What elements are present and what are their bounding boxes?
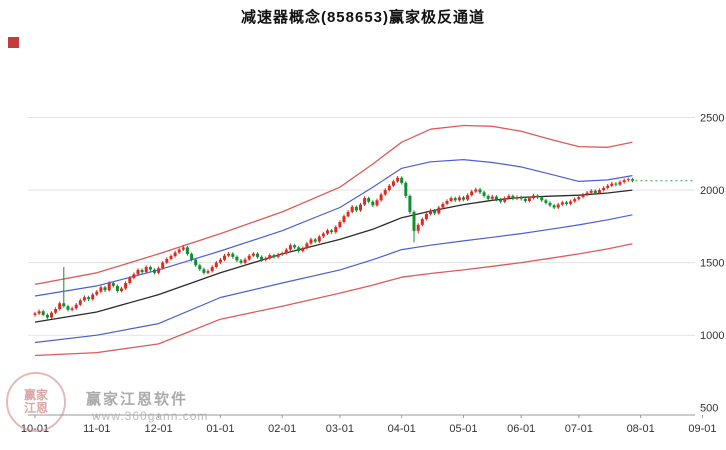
- candlesticks: [33, 176, 634, 320]
- svg-text:500: 500: [700, 403, 718, 415]
- watermark-seal-text-top: 赢家: [23, 388, 48, 402]
- svg-text:11-01: 11-01: [83, 423, 110, 435]
- svg-text:2000: 2000: [700, 185, 724, 197]
- watermark-seal-text-bottom: 江恩: [23, 401, 48, 415]
- svg-text:12-01: 12-01: [145, 423, 173, 435]
- watermark-brand-text: 赢家江恩软件: [86, 391, 189, 408]
- svg-text:03-01: 03-01: [326, 423, 354, 435]
- red-corner-marker: [8, 37, 19, 48]
- svg-text:01-01: 01-01: [206, 423, 234, 435]
- watermark-seal: 赢家 江恩: [6, 372, 66, 432]
- svg-text:04-01: 04-01: [388, 423, 416, 435]
- svg-text:07-01: 07-01: [565, 423, 593, 435]
- svg-text:2500: 2500: [700, 113, 724, 125]
- svg-text:05-01: 05-01: [449, 423, 477, 435]
- svg-text:08-01: 08-01: [627, 423, 655, 435]
- watermark-url-text: www.360gann.com: [92, 409, 209, 423]
- svg-text:1500: 1500: [700, 258, 724, 270]
- page-title: 减速器概念(858653)赢家极反通道: [240, 9, 486, 26]
- svg-text:06-01: 06-01: [507, 423, 535, 435]
- channel-band-lines: [34, 124, 633, 357]
- svg-text:09-01: 09-01: [688, 423, 716, 435]
- grid-lines: [28, 117, 695, 416]
- svg-text:1000: 1000: [700, 330, 724, 342]
- svg-text:02-01: 02-01: [268, 423, 296, 435]
